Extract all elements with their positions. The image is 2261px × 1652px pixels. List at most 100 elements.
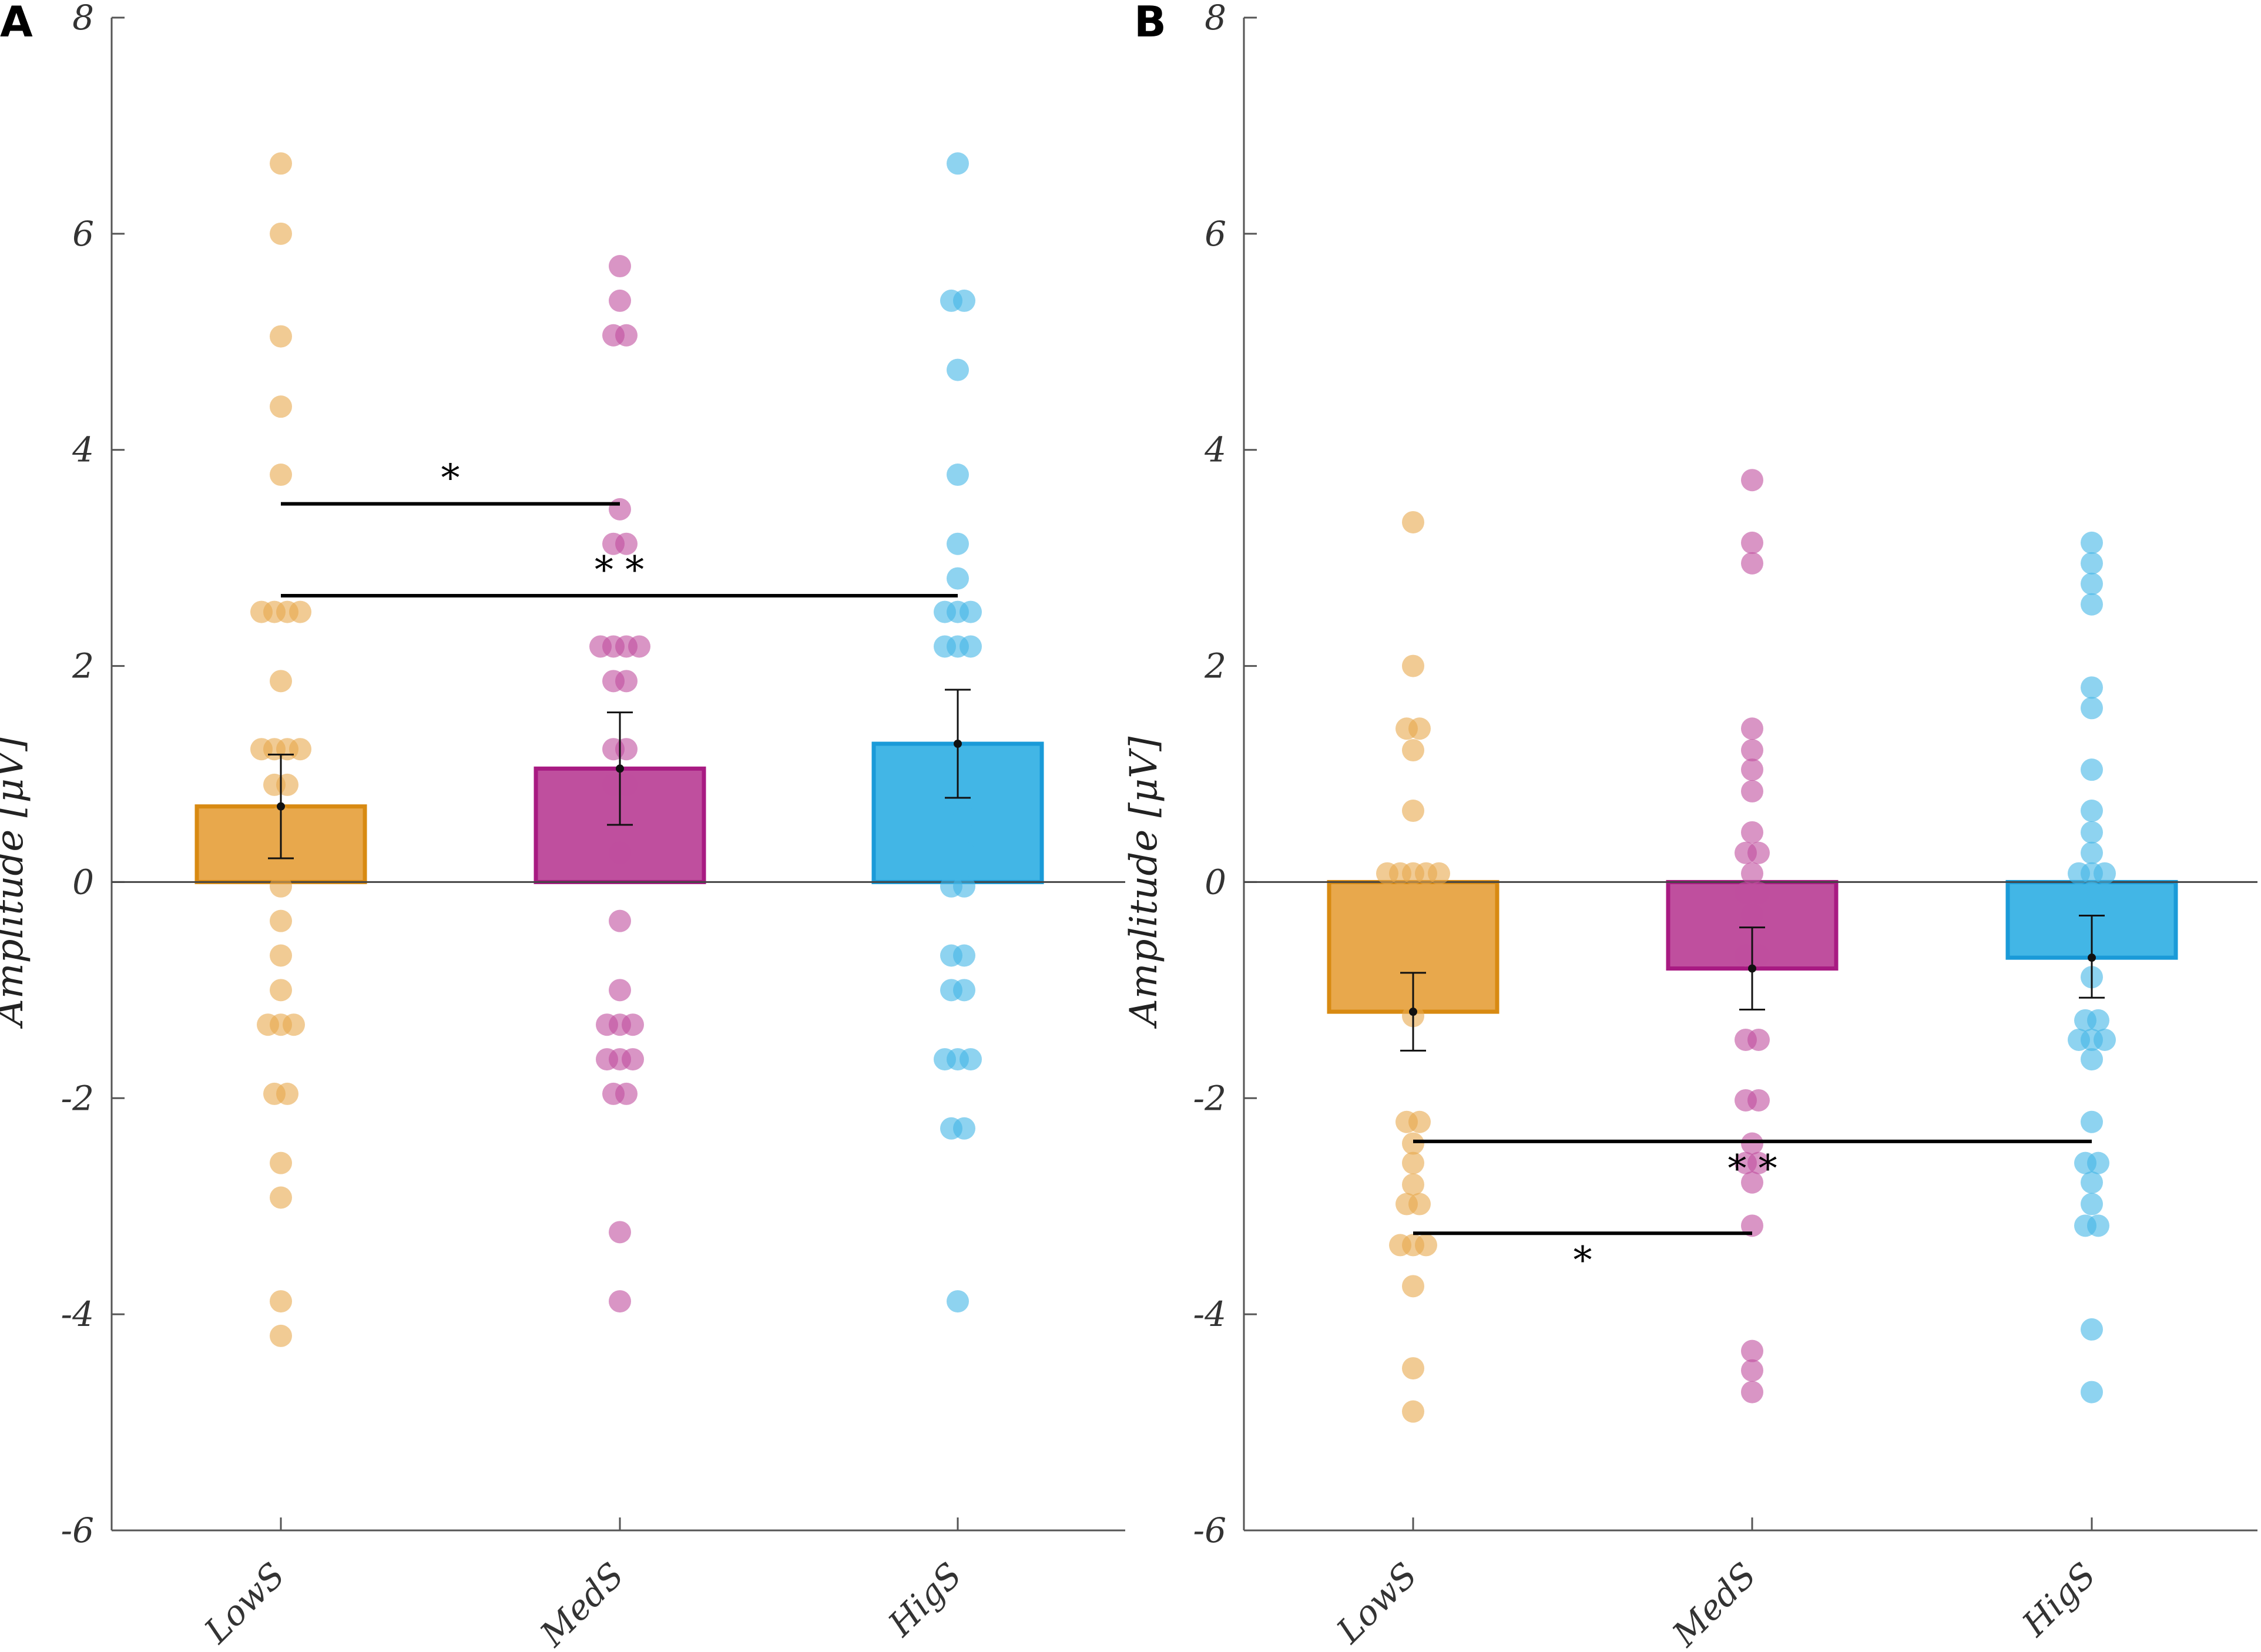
data-point: [2081, 1318, 2103, 1341]
data-point: [953, 1117, 975, 1140]
data-point: [609, 1221, 631, 1244]
significance-label: *: [1574, 1239, 1592, 1282]
data-point: [615, 1082, 638, 1105]
data-point: [1741, 717, 1763, 740]
data-point: [960, 635, 982, 658]
data-point: [1741, 739, 1763, 762]
data-point: [270, 670, 292, 693]
data-point: [947, 532, 969, 555]
data-point: [2081, 697, 2103, 720]
y-tick-label: -4: [1193, 1294, 1227, 1334]
data-point: [270, 1151, 292, 1174]
data-point: [2081, 903, 2103, 926]
data-point: [2081, 1171, 2103, 1194]
data-point: [622, 1048, 644, 1071]
data-point: [270, 464, 292, 486]
data-point: [1747, 841, 1770, 864]
data-point: [270, 222, 292, 245]
data-point: [270, 152, 292, 175]
x-tick-label: MedS: [532, 1555, 631, 1652]
data-point: [1741, 1359, 1763, 1382]
mean-marker: [1748, 964, 1756, 973]
mean-marker: [616, 764, 624, 773]
mean-marker: [1409, 1008, 1417, 1016]
data-point: [2081, 1048, 2103, 1071]
data-point: [953, 979, 975, 1002]
data-point: [2081, 821, 2103, 844]
y-tick-label: -2: [61, 1078, 95, 1118]
data-point: [953, 289, 975, 312]
data-point: [1402, 1400, 1424, 1423]
data-point: [270, 875, 292, 898]
data-point: [1747, 1089, 1770, 1112]
data-point: [2081, 593, 2103, 616]
y-tick-label: 0: [72, 862, 94, 902]
x-tick-label: MedS: [1664, 1555, 1763, 1652]
data-point: [947, 152, 969, 175]
data-point: [1402, 1275, 1424, 1298]
data-point: [953, 841, 975, 864]
data-point: [609, 1290, 631, 1313]
data-point: [1741, 1381, 1763, 1403]
y-axis-label: Amplitude [μV]: [1122, 736, 1166, 1029]
mean-marker: [954, 740, 962, 748]
y-tick-label: 6: [1205, 214, 1226, 254]
data-point: [270, 944, 292, 967]
data-point: [2081, 1381, 2103, 1403]
x-tick-label: HigS: [2014, 1555, 2104, 1644]
y-tick-label: -4: [61, 1294, 95, 1334]
data-point: [2087, 1151, 2109, 1174]
data-point: [1402, 1132, 1424, 1155]
x-tick-label: LowS: [196, 1555, 293, 1651]
data-point: [615, 670, 638, 693]
data-point: [2094, 1028, 2116, 1051]
data-point: [1402, 800, 1424, 822]
data-point: [2081, 758, 2103, 781]
y-tick-label: 4: [1204, 430, 1226, 470]
data-point: [1402, 739, 1424, 762]
data-point: [615, 738, 638, 761]
data-point: [1408, 925, 1431, 948]
y-tick-label: -2: [1193, 1078, 1227, 1118]
data-point: [1408, 944, 1431, 967]
data-point: [2081, 552, 2103, 575]
data-point: [1741, 1214, 1763, 1237]
data-point: [1415, 1234, 1437, 1257]
data-point: [615, 324, 638, 347]
data-point: [1741, 862, 1763, 885]
data-point: [615, 532, 638, 555]
y-tick-label: 8: [72, 0, 94, 38]
mean-marker: [277, 802, 285, 811]
data-point: [960, 600, 982, 623]
data-point: [2087, 1214, 2109, 1237]
data-point: [1402, 1173, 1424, 1196]
panel-a: A -6 -4 -2 0 2 4 6 8 Amplitude [μV] LowS MedS HigS *…: [0, 0, 1125, 1652]
data-point: [953, 944, 975, 967]
y-tick-label: 4: [72, 430, 94, 470]
data-point: [1741, 1171, 1763, 1194]
data-point: [2081, 800, 2103, 822]
data-point: [1408, 717, 1431, 740]
data-point: [270, 1186, 292, 1209]
data-point: [1747, 1028, 1770, 1051]
y-axis-label: Amplitude [μV]: [0, 736, 32, 1029]
data-point: [1408, 1193, 1431, 1216]
data-point: [2087, 1009, 2109, 1032]
data-point: [270, 325, 292, 348]
data-point: [947, 567, 969, 590]
data-point: [953, 806, 975, 829]
data-point: [276, 773, 298, 796]
data-point: [270, 979, 292, 1002]
data-point: [270, 1324, 292, 1347]
data-point: [609, 909, 631, 932]
y-tick-label: -6: [61, 1510, 95, 1550]
y-tick-label: 0: [1205, 862, 1226, 902]
data-point: [1747, 1151, 1770, 1174]
data-point: [2081, 531, 2103, 554]
data-point: [1741, 552, 1763, 575]
significance-label: *: [441, 457, 460, 501]
data-point: [1741, 531, 1763, 554]
data-point: [609, 979, 631, 1002]
data-point: [615, 773, 638, 796]
